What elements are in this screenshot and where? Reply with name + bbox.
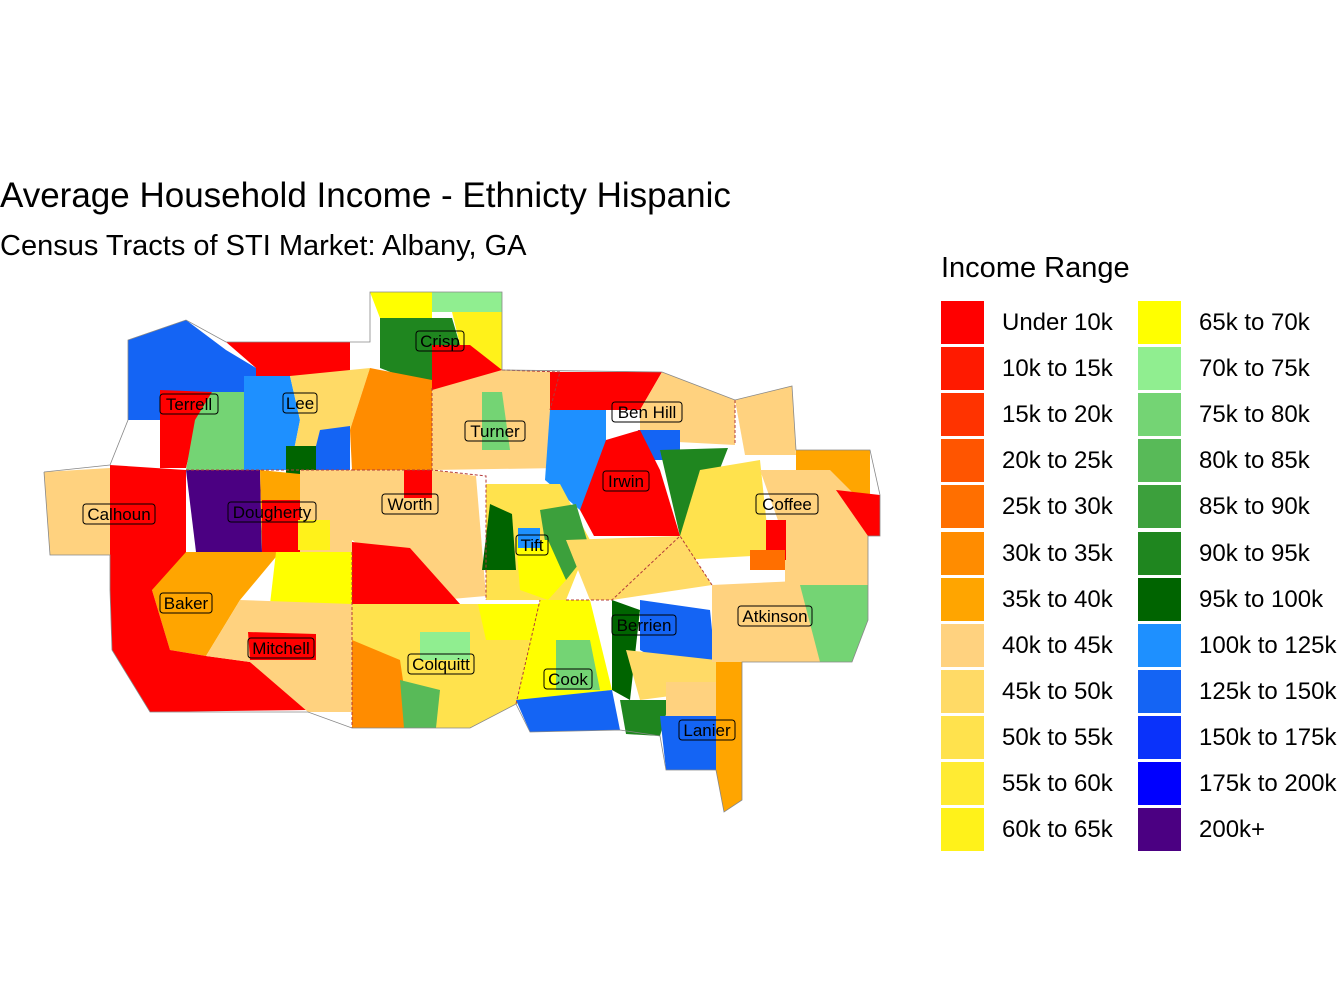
county-label-tift: Tift [515,534,549,556]
tract [186,392,244,470]
county-label-text: Crisp [420,332,460,351]
tract [352,542,460,604]
county-label-atkinson: Atkinson [737,605,813,627]
tract [550,372,662,410]
county-label-text: Atkinson [742,607,807,626]
tract [110,465,186,590]
county-label-text: Baker [164,594,209,613]
tract [735,386,796,455]
tract [44,468,110,555]
tract [750,550,785,570]
tract [186,470,262,552]
tract [160,390,212,468]
county-label-text: Tift [521,536,544,555]
county-label-text: Colquitt [412,655,470,674]
tract [110,590,308,712]
tract [716,662,742,812]
county-label-calhoun: Calhoun [82,503,156,525]
tract [482,504,516,570]
tract [298,520,330,550]
tract [518,528,540,548]
county-label-irwin: Irwin [602,470,650,492]
county-label-text: Dougherty [233,503,312,522]
tract [270,552,352,604]
county-label-crisp: Crisp [415,330,465,352]
tract [660,716,724,770]
tract [248,632,316,660]
tract [566,536,712,600]
county-label-terrell: Terrell [159,393,219,415]
tract [432,292,502,312]
county-label-text: Irwin [608,472,644,491]
county-label-coffee: Coffee [755,493,819,515]
tract [152,552,280,656]
tract [420,632,470,660]
tract [262,500,300,552]
county-label-text: Berrien [617,616,672,635]
tract [556,640,600,690]
county-label-text: Lee [286,394,314,413]
tract [370,292,432,318]
tract [640,372,735,445]
legend-title: Income Range [941,252,1130,284]
county-label-text: Ben Hill [618,403,677,422]
county-label-ben-hill: Ben Hill [611,401,683,423]
tract [478,604,540,640]
tract [350,368,432,470]
tract [516,690,620,732]
county-labels: Crisp Terrell Lee Turner Ben Hill Irwin … [82,330,819,741]
county-label-cook: Cook [543,668,593,690]
county-label-text: Lanier [683,721,731,740]
county-label-text: Worth [387,495,432,514]
county-label-text: Turner [470,422,520,441]
tract [800,585,868,662]
tract [666,682,716,720]
county-label-lee: Lee [282,392,318,414]
county-label-berrien: Berrien [611,614,677,636]
tract [836,490,880,536]
county-label-text: Terrell [166,395,212,414]
market-outline [43,291,881,813]
county-label-lanier: Lanier [678,719,736,741]
tract [404,470,432,498]
tract [680,460,770,560]
tract [352,470,486,600]
county-boundaries [186,369,736,728]
county-label-baker: Baker [159,592,213,614]
tract [580,430,680,536]
county-label-turner: Turner [464,420,526,442]
county-label-worth: Worth [381,493,439,515]
county-label-text: Cook [548,670,588,689]
county-label-text: Mitchell [252,639,310,658]
county-label-mitchell: Mitchell [247,637,315,659]
tract [760,470,868,585]
county-label-text: Calhoun [87,505,150,524]
tract [226,342,350,376]
tract [286,446,316,476]
tract [620,700,670,736]
map-title: Average Household Income - Ethnicty Hisp… [0,176,731,215]
tract [310,426,350,470]
map-subtitle: Census Tracts of STI Market: Albany, GA [0,230,527,262]
county-label-dougherty: Dougherty [227,501,317,523]
county-label-text: Coffee [762,495,812,514]
county-label-colquitt: Colquitt [407,653,475,675]
tract [352,640,410,728]
tract [712,580,820,662]
tract-layer [44,292,880,812]
tract [400,680,440,728]
